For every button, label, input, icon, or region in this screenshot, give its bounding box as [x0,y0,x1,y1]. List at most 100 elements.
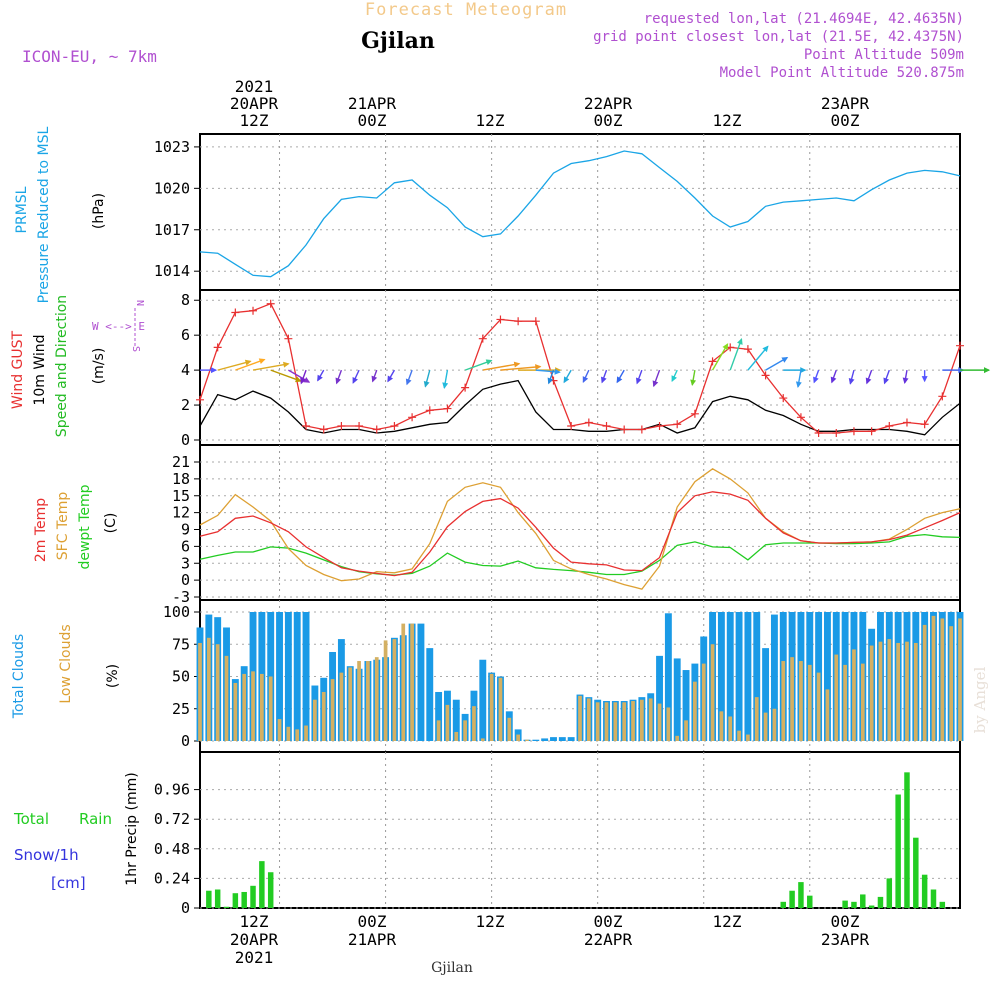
wind-arrow-head [352,377,358,384]
wind-arrow-head [387,375,393,383]
wind-arrow-head [795,381,802,388]
top-hour-22apr-12z: 12Z [713,111,742,130]
top-year: 2021 [235,77,274,96]
y-tick-label: 1014 [154,262,190,280]
wind-arrow-head [983,367,991,374]
low-clouds-series [198,615,962,741]
top-hour-21apr-00z: 00Z [358,111,387,130]
low-clouds-bar [215,644,220,741]
pressure-line [199,150,961,278]
label-cm: [cm] [51,874,86,892]
wind-gust-point [849,427,858,436]
y-tick-label: 15 [172,487,190,505]
low-clouds-bar [242,673,247,741]
label-total: Total [13,810,49,828]
rain-bar [939,901,946,908]
y-tick-label: 1017 [154,221,190,239]
wind-arrow-head [485,359,493,366]
compass-legend: N W <--> E S [92,300,145,352]
wind-arrow-head [547,377,554,385]
wind-gust-point [372,425,381,434]
wind-gust-point [885,422,894,431]
title-faded: Forecast Meteogram [365,0,567,20]
low-clouds-bar [507,717,512,741]
low-clouds-bar [489,673,494,741]
label-ms: (m/s) [91,348,107,385]
low-clouds-bar [613,702,618,741]
bottom-hour-21apr-12z: 12Z [476,912,505,931]
wind-arrow-head [295,376,302,383]
label-celsius: (C) [103,513,119,534]
wind-gust-point [249,306,258,315]
wind-arrow-head [902,377,909,385]
low-clouds-bar [666,707,671,741]
wind-arrow-head [258,358,266,365]
compass-we: W <--> E [92,320,145,333]
wind-arrow-head [830,376,837,384]
2m-temp-line [199,491,961,577]
wind-gust-point [867,427,876,436]
wind-arrow-head [883,377,890,385]
low-clouds-bar [206,637,211,741]
low-clouds-bar [878,641,883,741]
low-clouds-bar [525,739,529,741]
low-clouds-bar [675,735,680,741]
low-clouds-bar [313,699,317,741]
wind-arrow [270,369,302,382]
wind-gust-point [920,420,929,429]
rain-bar [214,889,221,908]
total-clouds-bar [479,659,487,741]
low-clouds-bar [640,699,644,741]
low-clouds-bar [834,654,839,741]
bottom-date-23apr: 23APR [821,930,870,949]
wind-arrow [747,345,769,371]
label-speed-direction: Speed and Direction [54,295,70,437]
y-tick-label: 25 [172,700,190,718]
low-clouds-bar [339,672,344,741]
wind-gust-point [637,425,646,434]
rain-bar [232,893,239,908]
y-tick-label: -3 [172,588,190,606]
label-total-clouds: Total Clouds [11,634,27,719]
low-clouds-bar [648,698,653,741]
rain-bar [780,901,786,908]
wind-arrow [217,360,251,371]
wind-gust-point [302,422,311,431]
low-clouds-bar [905,641,909,741]
wind-arrow-head [722,343,729,350]
wind-gust-line [199,302,961,434]
rain-bar [904,772,910,908]
label-hpa: (hPa) [91,193,107,229]
sfc-temp-series [199,468,961,590]
low-clouds-bar [710,644,715,741]
low-clouds-bar [454,731,459,741]
wind-arrow-head [563,376,570,384]
wind-arrow-head [762,345,769,353]
low-clouds-bar [251,671,255,741]
total-clouds-bar [435,691,443,741]
wind-gust-point [938,392,947,401]
panel-frame [199,133,961,291]
y-tick-label: 0 [181,732,190,750]
total-clouds-bar [673,658,681,741]
y-tick-label: 18 [172,470,190,488]
wind-gust-point [231,308,240,317]
low-clouds-bar [754,697,759,741]
wind-arrow-head [582,376,589,383]
wind-gust-point [496,315,505,324]
wind-arrow-head [300,377,306,385]
rain-bar [206,890,212,908]
low-clouds-bar [357,661,361,741]
watermark: by Angel [971,666,989,733]
total-clouds-bar [302,612,310,741]
info-point-altitude: Point Altitude 509m [804,47,964,63]
wind-gust-point [514,317,523,326]
wind-arrow-head [781,357,789,363]
label-2m-temp: 2m Temp [33,498,49,562]
wind-gust-point [408,413,417,422]
y-axis-2: 0 2 4 6 8 [181,291,960,449]
wind-gust-point [814,429,823,438]
low-clouds-bar [781,661,786,741]
top-hour-21apr-12z: 12Z [476,111,505,130]
wind-gust-point [761,371,770,380]
